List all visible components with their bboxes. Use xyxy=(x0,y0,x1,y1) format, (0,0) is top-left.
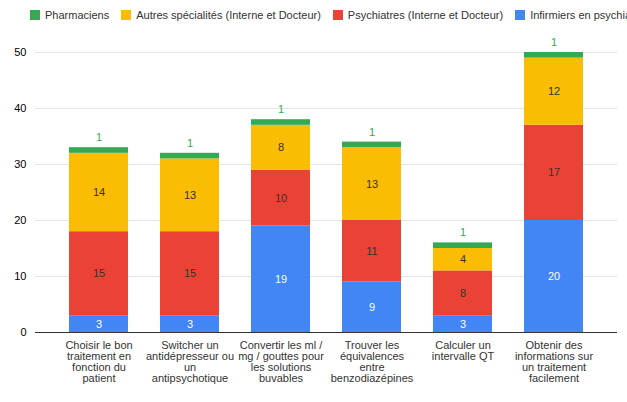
svg-text:19: 19 xyxy=(275,273,287,285)
svg-text:20: 20 xyxy=(14,214,26,226)
svg-text:10: 10 xyxy=(275,192,287,204)
svg-text:30: 30 xyxy=(14,158,26,170)
svg-text:10: 10 xyxy=(14,270,26,282)
svg-text:1: 1 xyxy=(369,126,375,138)
svg-text:Trouver leséquivalencesentrebe: Trouver leséquivalencesentrebenzodiazépi… xyxy=(331,339,414,384)
svg-text:17: 17 xyxy=(548,166,560,178)
svg-text:8: 8 xyxy=(278,141,284,153)
svg-text:3: 3 xyxy=(96,318,102,330)
svg-text:15: 15 xyxy=(93,267,105,279)
svg-text:50: 50 xyxy=(14,46,26,58)
html-text:Autres spécialités (Interne et: Autres spécialités (Interne et Docteur) xyxy=(136,9,321,21)
svg-text:Switcher unantidépresseur ouun: Switcher unantidépresseur ouunantipsycho… xyxy=(146,339,234,384)
svg-text:1: 1 xyxy=(187,137,193,149)
svg-text:3: 3 xyxy=(460,318,466,330)
svg-text:9: 9 xyxy=(369,301,375,313)
svg-text:3: 3 xyxy=(187,318,193,330)
svg-text:20: 20 xyxy=(548,270,560,282)
svg-text:8: 8 xyxy=(460,287,466,299)
svg-text:Choisir le bontraitement enfon: Choisir le bontraitement enfonction dupa… xyxy=(65,339,132,384)
html-text:Psychiatres (Interne et Docteu: Psychiatres (Interne et Docteur) xyxy=(347,9,504,21)
svg-text:1: 1 xyxy=(278,103,284,115)
svg-text:13: 13 xyxy=(184,189,196,201)
svg-text:4: 4 xyxy=(460,253,466,265)
svg-text:15: 15 xyxy=(184,267,196,279)
svg-text:1: 1 xyxy=(460,226,466,238)
svg-text:1: 1 xyxy=(551,36,557,48)
svg-text:0: 0 xyxy=(20,326,26,338)
svg-text:Convertir les ml /mg / gouttes: Convertir les ml /mg / gouttes pourles s… xyxy=(238,339,324,384)
svg-text:Calculer unintervalle QT: Calculer unintervalle QT xyxy=(432,339,495,362)
svg-text:1: 1 xyxy=(96,131,102,143)
svg-text:14: 14 xyxy=(93,186,105,198)
svg-text:12: 12 xyxy=(548,85,560,97)
svg-text:Obtenir desinformations surun: Obtenir desinformations surun traitement… xyxy=(515,339,594,384)
html-text:Pharmaciens: Pharmaciens xyxy=(45,9,110,21)
svg-text:13: 13 xyxy=(366,178,378,190)
svg-text:11: 11 xyxy=(366,245,377,257)
svg-text:40: 40 xyxy=(14,102,26,114)
